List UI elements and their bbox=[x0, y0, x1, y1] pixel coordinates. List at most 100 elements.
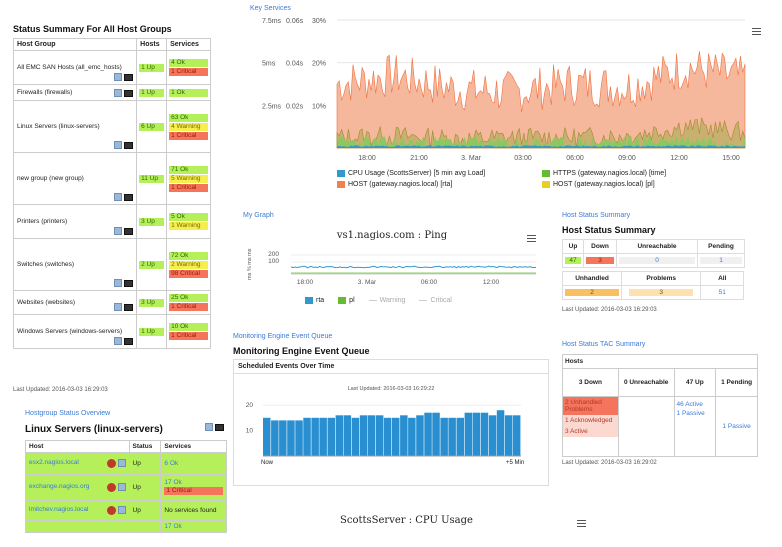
hs-unhandled-value[interactable]: 2 bbox=[565, 289, 619, 296]
tac-down-unhandled[interactable]: 2 Unhandled Problems bbox=[563, 397, 618, 415]
host-group-name[interactable]: Windows Servers (windows-servers) bbox=[17, 328, 123, 335]
service-state-badge[interactable]: 1 Critical bbox=[169, 332, 208, 340]
host-group-name[interactable]: Switches (switches) bbox=[17, 261, 75, 268]
terminal-icon[interactable] bbox=[124, 280, 134, 287]
tac-up-active[interactable]: 46 Active bbox=[676, 401, 703, 408]
hs-pending-value[interactable]: 1 bbox=[700, 257, 742, 264]
terminal-icon[interactable] bbox=[124, 194, 134, 201]
service-state-badge[interactable]: 71 Ok bbox=[169, 165, 208, 174]
status-grid-icon[interactable] bbox=[114, 73, 123, 81]
hs-up-value[interactable]: 47 bbox=[565, 257, 581, 264]
host-group-name[interactable]: Websites (websites) bbox=[17, 299, 76, 306]
terminal-icon[interactable] bbox=[124, 74, 134, 81]
service-state-badge[interactable]: 2 Warning bbox=[169, 260, 208, 269]
key-services-menu-icon[interactable] bbox=[752, 26, 761, 37]
hs-all-value[interactable]: 51 bbox=[718, 289, 726, 296]
service-state-badge[interactable]: 10 Ok bbox=[169, 323, 208, 331]
tac-down-active[interactable]: 3 Active bbox=[563, 426, 618, 437]
hosts-up-badge[interactable]: 6 Up bbox=[139, 122, 165, 131]
status-grid-icon[interactable] bbox=[114, 227, 123, 235]
legend-entry[interactable]: CPU Usage (ScottsServer) [5 min avg Load… bbox=[337, 170, 485, 177]
status-grid-icon[interactable] bbox=[117, 459, 126, 467]
legend-entry[interactable]: pl bbox=[338, 297, 355, 304]
legend-entry[interactable]: HTTPS (gateway.nagios.local) [time] bbox=[542, 170, 666, 177]
hs-problems-cell[interactable]: 3 bbox=[620, 285, 702, 300]
host-link[interactable]: esx2.nagios.local bbox=[29, 459, 79, 466]
service-state-badge[interactable]: 6 Ok bbox=[164, 460, 179, 467]
status-grid-icon[interactable] bbox=[114, 89, 123, 97]
host-link[interactable]: exchange.nagios.org bbox=[29, 483, 90, 490]
hosts-up-badge[interactable]: 11 Up bbox=[139, 174, 165, 183]
hosts-up-badge[interactable]: 3 Up bbox=[139, 298, 165, 307]
service-state-badge[interactable]: 25 Ok bbox=[169, 294, 208, 302]
status-grid-icon[interactable] bbox=[114, 141, 123, 149]
status-grid-icon[interactable] bbox=[114, 193, 123, 201]
cpu-usage-menu-icon[interactable] bbox=[577, 518, 586, 529]
host-link[interactable]: lmitchev.nagios.local bbox=[29, 506, 89, 513]
legend-entry[interactable]: HOST (gateway.nagios.local) [rta] bbox=[337, 181, 452, 188]
hostgroup-overview-dashlet-title[interactable]: Hostgroup Status Overview bbox=[25, 410, 111, 417]
legend-entry[interactable]: Critical bbox=[419, 297, 452, 304]
event-queue-dashlet-title[interactable]: Monitoring Engine Event Queue bbox=[233, 333, 333, 340]
hs-unreachable-value[interactable]: 0 bbox=[619, 257, 695, 264]
service-state-badge[interactable]: 17 Ok bbox=[164, 523, 182, 530]
service-state-badge[interactable]: 1 Critical bbox=[169, 303, 208, 311]
service-state-badge[interactable]: 63 Ok bbox=[169, 113, 208, 122]
status-grid-icon[interactable] bbox=[114, 337, 123, 345]
service-state-badge[interactable]: 1 Ok bbox=[169, 88, 208, 97]
hosts-up-badge[interactable]: 3 Up bbox=[139, 217, 165, 226]
hosts-up-badge[interactable]: 1 Up bbox=[139, 88, 165, 97]
service-state-badge[interactable]: 72 Ok bbox=[169, 251, 208, 260]
service-state-badge[interactable]: 4 Warning bbox=[169, 122, 208, 131]
status-grid-icon[interactable] bbox=[114, 303, 123, 311]
tac-pending-passive[interactable]: 1 Passive bbox=[722, 423, 751, 430]
status-grid-icon[interactable] bbox=[117, 506, 126, 514]
service-state-badge[interactable]: 1 Critical bbox=[169, 68, 208, 76]
terminal-icon[interactable] bbox=[124, 228, 134, 235]
status-grid-icon[interactable] bbox=[117, 483, 126, 491]
terminal-icon[interactable] bbox=[124, 90, 134, 97]
service-state-badge[interactable]: No services found bbox=[164, 507, 217, 514]
service-state-badge[interactable]: 17 Ok bbox=[164, 479, 182, 486]
service-state-badge[interactable]: 4 Ok bbox=[169, 59, 208, 67]
service-state-badge[interactable]: 5 Warning bbox=[169, 174, 208, 183]
hs-problems-value[interactable]: 3 bbox=[629, 289, 694, 296]
terminal-icon[interactable] bbox=[124, 304, 134, 311]
hosts-up-badge[interactable]: 1 Up bbox=[139, 327, 165, 336]
status-grid-icon[interactable] bbox=[114, 279, 123, 287]
service-state-badge[interactable]: 1 Critical bbox=[169, 131, 208, 140]
terminal-icon[interactable] bbox=[124, 142, 134, 149]
hosts-up-badge[interactable]: 2 Up bbox=[139, 260, 165, 269]
tac-down-acknowledged[interactable]: 1 Acknowledged bbox=[563, 415, 618, 426]
host-status-summary-dashlet-title[interactable]: Host Status Summary bbox=[562, 212, 631, 219]
tac-up-passive[interactable]: 1 Passive bbox=[676, 410, 705, 417]
hs-up-cell[interactable]: 47 bbox=[562, 253, 584, 268]
host-group-name[interactable]: Firewalls (firewalls) bbox=[17, 89, 73, 96]
hs-down-cell[interactable]: 3 bbox=[583, 253, 617, 268]
hs-pending-cell[interactable]: 1 bbox=[697, 253, 745, 268]
service-state-badge[interactable]: 1 Warning bbox=[169, 222, 208, 230]
legend-entry[interactable]: HOST (gateway.nagios.local) [pl] bbox=[542, 181, 655, 188]
key-services-dashlet-title[interactable]: Key Services bbox=[250, 5, 291, 12]
host-group-name[interactable]: All EMC SAN Hosts (all_emc_hosts) bbox=[17, 64, 122, 71]
hosts-up-badge[interactable]: 1 Up bbox=[139, 63, 165, 72]
host-group-name[interactable]: new group (new group) bbox=[17, 175, 84, 182]
legend-entry[interactable]: rta bbox=[305, 297, 324, 304]
hs-unhandled-cell[interactable]: 2 bbox=[562, 285, 622, 300]
tac-summary-dashlet-title[interactable]: Host Status TAC Summary bbox=[562, 341, 646, 348]
legend-entry[interactable]: Warning bbox=[368, 297, 405, 304]
status-grid-icon[interactable] bbox=[205, 423, 213, 431]
hs-unreachable-cell[interactable]: 0 bbox=[616, 253, 698, 268]
terminal-icon[interactable] bbox=[124, 338, 134, 345]
terminal-icon[interactable] bbox=[215, 424, 224, 431]
host-group-name[interactable]: Linux Servers (linux-servers) bbox=[17, 123, 100, 130]
service-state-badge[interactable]: 1 Critical bbox=[169, 183, 208, 192]
my-graph-dashlet-title[interactable]: My Graph bbox=[243, 212, 274, 219]
host-group-name[interactable]: Printers (printers) bbox=[17, 218, 68, 225]
my-graph-menu-icon[interactable] bbox=[527, 233, 536, 244]
hs-down-value[interactable]: 3 bbox=[586, 257, 614, 264]
service-state-badge[interactable]: 98 Critical bbox=[169, 269, 208, 278]
hs-all-cell[interactable]: 51 bbox=[700, 285, 744, 300]
service-state-badge[interactable]: 5 Ok bbox=[169, 213, 208, 221]
service-state-badge[interactable]: 1 Critical bbox=[164, 487, 223, 495]
